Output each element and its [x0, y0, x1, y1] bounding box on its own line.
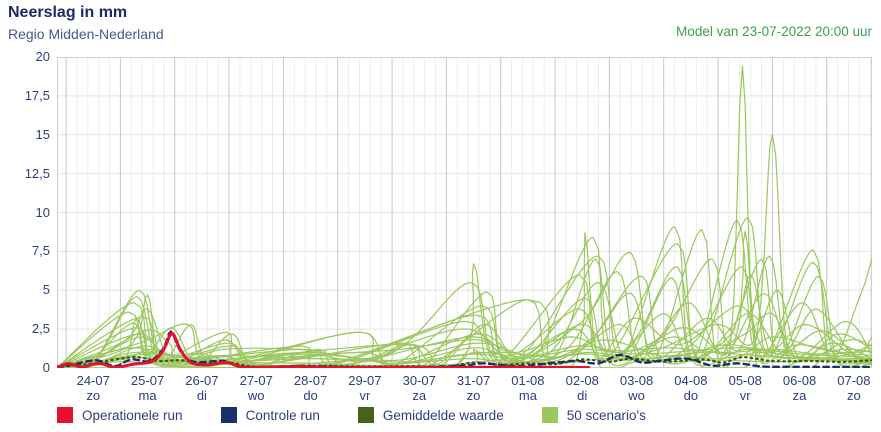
legend-label-control: Controle run — [245, 407, 320, 423]
x-tick-label: 29-07 vr — [333, 373, 397, 403]
x-tick-weekday: wo — [628, 388, 645, 403]
x-tick-weekday: za — [412, 388, 427, 403]
legend-swatch-mean — [357, 407, 374, 423]
x-tick-weekday: do — [303, 388, 318, 403]
x-tick-weekday: zo — [466, 388, 481, 403]
x-tick-date: 01-08 — [511, 373, 545, 388]
legend-swatch-scenarios — [541, 407, 558, 423]
legend-item-mean[interactable]: Gemiddelde waarde — [357, 407, 504, 423]
x-tick-weekday: di — [577, 388, 588, 403]
x-tick-date: 31-07 — [456, 373, 491, 388]
legend-swatch-control — [220, 407, 237, 423]
x-tick-date: 05-08 — [728, 373, 762, 388]
x-tick-label: 01-08 ma — [496, 373, 560, 403]
legend-item-scenarios[interactable]: 50 scenario's — [541, 407, 646, 423]
y-tick-label: 2,5 — [31, 321, 50, 337]
x-tick-label: 30-07 za — [387, 373, 451, 403]
plot-area — [57, 57, 872, 368]
x-tick-label: 02-08 di — [550, 373, 614, 403]
x-tick-weekday: zo — [847, 388, 861, 403]
x-tick-label: 04-08 do — [659, 373, 723, 403]
x-tick-date: 25-07 — [130, 373, 165, 388]
x-tick-weekday: za — [792, 388, 807, 403]
legend-item-operational[interactable]: Operationele run — [57, 407, 183, 423]
x-tick-date: 07-08 — [837, 373, 871, 388]
average-line — [57, 356, 872, 368]
x-tick-label: 05-08 vr — [713, 373, 777, 403]
x-tick-date: 27-07 — [239, 373, 273, 388]
scenario-line — [57, 348, 872, 368]
x-tick-weekday: vr — [359, 388, 371, 403]
x-tick-weekday: wo — [247, 388, 265, 403]
y-tick-label: 15 — [35, 126, 50, 142]
x-tick-date: 30-07 — [402, 373, 436, 388]
plume-chart-canvas — [57, 57, 872, 368]
x-tick-date: 06-08 — [782, 373, 817, 388]
x-tick-date: 28-07 — [293, 373, 328, 388]
x-tick-label: 07-08 zo — [822, 373, 881, 403]
x-tick-date: 24-07 — [76, 373, 110, 388]
y-tick-label: 5 — [42, 282, 50, 298]
legend-label-scenarios: 50 scenario's — [566, 407, 646, 423]
x-tick-date: 04-08 — [674, 373, 708, 388]
scenario-line — [57, 347, 872, 368]
y-tick-label: 10 — [35, 204, 50, 220]
x-tick-weekday: zo — [86, 388, 101, 403]
x-tick-label: 28-07 do — [279, 373, 343, 403]
y-tick-label: 7,5 — [31, 243, 50, 259]
region-subtitle: Regio Midden-Nederland — [8, 26, 164, 42]
x-tick-weekday: do — [683, 388, 699, 403]
model-run-label: Model van 23-07-2022 20:00 uur — [676, 24, 872, 39]
legend-label-mean: Gemiddelde waarde — [382, 407, 504, 423]
x-tick-date: 26-07 — [185, 373, 219, 388]
x-tick-label: 31-07 zo — [442, 373, 506, 403]
scenario-line — [57, 351, 872, 368]
x-tick-label: 03-08 wo — [605, 373, 669, 403]
y-tick-label: 17,5 — [24, 87, 50, 103]
legend-swatch-operational — [57, 407, 73, 423]
x-tick-date: 03-08 — [619, 373, 654, 388]
x-tick-weekday: ma — [518, 388, 537, 403]
scenario-line — [57, 216, 872, 368]
y-tick-label: 20 — [35, 49, 50, 64]
operational-run-line — [57, 331, 591, 368]
x-tick-label: 26-07 di — [170, 373, 234, 403]
x-tick-weekday: di — [196, 388, 207, 403]
y-tick-label: 12,5 — [24, 165, 50, 181]
page-title: Neerslag in mm — [8, 4, 128, 21]
x-tick-weekday: vr — [739, 388, 751, 403]
x-tick-date: 29-07 — [348, 373, 382, 388]
x-tick-label: 25-07 ma — [116, 373, 180, 403]
x-tick-label: 06-08 za — [768, 373, 832, 403]
scenario-line — [57, 345, 872, 368]
legend: Operationele run Controle run Gemiddelde w… — [57, 407, 646, 423]
x-tick-date: 02-08 — [565, 373, 599, 388]
x-tick-label: 24-07 zo — [61, 373, 125, 403]
x-tick-weekday: ma — [138, 388, 157, 403]
scenario-line — [57, 312, 872, 368]
legend-item-control[interactable]: Controle run — [220, 407, 320, 423]
legend-label-operational: Operationele run — [82, 407, 183, 423]
x-tick-label: 27-07 wo — [224, 373, 288, 403]
y-tick-label: 0 — [42, 360, 50, 375]
scenario-line — [57, 134, 872, 368]
